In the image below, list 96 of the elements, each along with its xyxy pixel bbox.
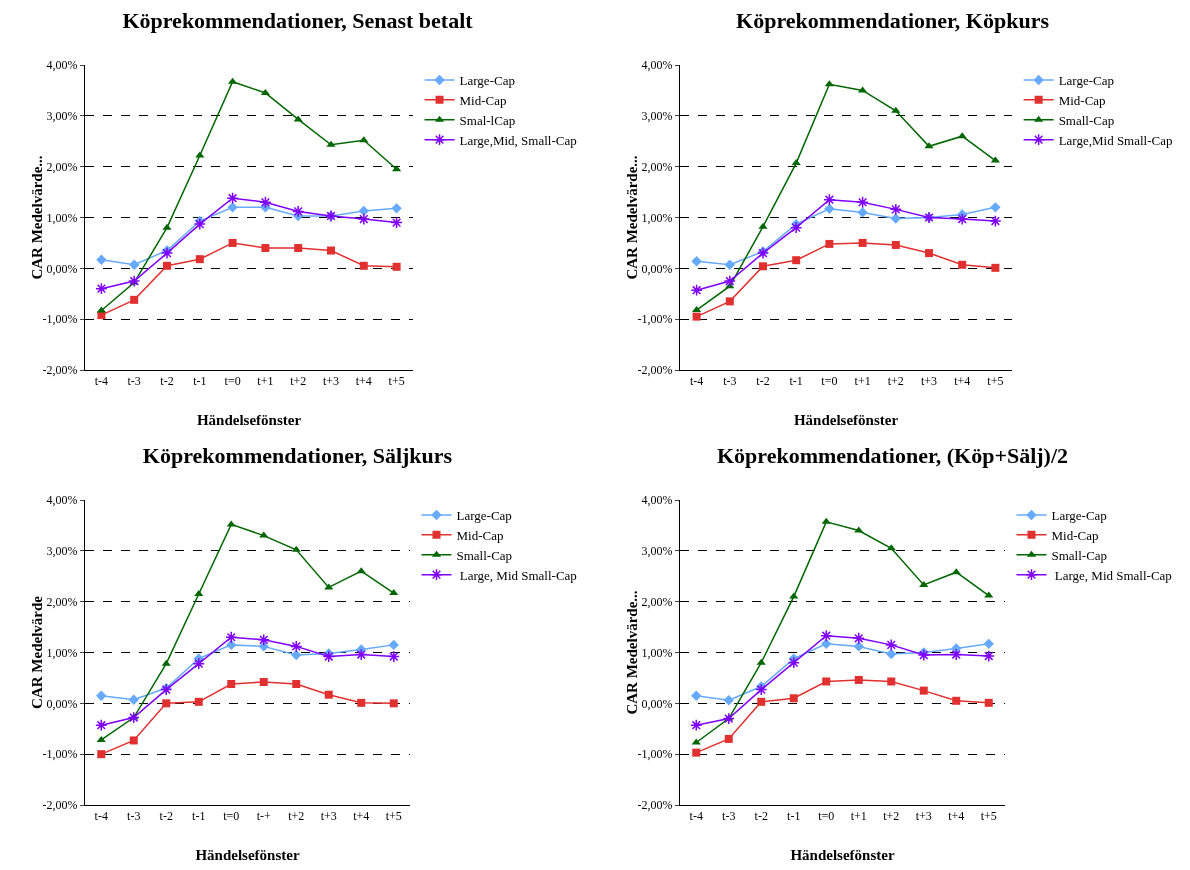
y-tick-label: 2,00%	[641, 159, 673, 174]
x-axis-title: Händelsefönster	[790, 847, 895, 863]
legend-label: Mid-Cap	[1058, 92, 1106, 108]
x-tick-label: t-2	[756, 374, 770, 389]
y-tick-label: -2,00%	[42, 363, 78, 378]
y-tick-label: 2,00%	[46, 159, 78, 174]
legend-label: Large,Mid Small-Cap	[1058, 132, 1173, 148]
x-tick-label: t-3	[722, 809, 736, 824]
chart-title: Köprekommendationer, Senast betalt	[122, 8, 474, 34]
x-tick-label: t-2	[159, 809, 173, 824]
x-tick-label: t-3	[127, 809, 141, 824]
legend-label: Mid-Cap	[1051, 527, 1099, 543]
x-tick-label: t+3	[322, 374, 340, 389]
legend-label: Small-Cap	[1051, 547, 1108, 563]
chart-title: Köprekommendationer, Säljkurs	[142, 443, 453, 469]
y-tick-label: 0,00%	[641, 261, 673, 276]
y-tick-label: 0,00%	[46, 696, 78, 711]
x-tick-label: t+3	[320, 809, 337, 824]
x-tick-label: t=0	[224, 374, 241, 389]
x-tick-label: t+4	[948, 809, 965, 824]
y-tick-label: -1,00%	[637, 312, 673, 327]
x-tick-label: t=0	[223, 809, 240, 824]
y-tick-label: 4,00%	[46, 493, 78, 508]
x-tick-label: t+5	[388, 374, 405, 389]
y-tick-label: 2,00%	[46, 594, 78, 609]
x-axis-title: Händelsefönster	[195, 847, 300, 863]
x-tick-label: t-+	[256, 809, 272, 824]
x-tick-label: t-1	[787, 809, 801, 824]
y-tick-label: 1,00%	[46, 210, 78, 225]
y-tick-label: 4,00%	[641, 493, 673, 508]
x-tick-label: t+5	[385, 809, 402, 824]
x-tick-label: t+4	[353, 809, 370, 824]
x-tick-label: t+1	[854, 374, 871, 389]
x-axis-title: Händelsefönster	[196, 412, 302, 428]
y-tick-label: 2,00%	[641, 594, 673, 609]
y-tick-label: -1,00%	[637, 747, 673, 762]
chart-title: Köprekommendationer, (Köp+Sälj)/2	[716, 443, 1069, 469]
legend-label: Large-Cap	[1058, 73, 1114, 89]
y-tick-label: 3,00%	[46, 544, 78, 559]
x-tick-label: t+4	[355, 374, 372, 389]
legend-label: Large,Mid, Small-Cap	[459, 132, 577, 148]
y-tick-label: -2,00%	[637, 363, 673, 378]
x-tick-label: t-3	[723, 374, 737, 389]
y-tick-label: -1,00%	[42, 312, 78, 327]
y-tick-label: 3,00%	[46, 109, 78, 124]
x-tick-label: t=0	[821, 374, 838, 389]
x-tick-label: t+3	[915, 809, 932, 824]
y-tick-label: 1,00%	[46, 645, 78, 660]
legend-label: Small-Cap	[456, 547, 513, 563]
y-tick-label: 4,00%	[46, 58, 78, 73]
x-tick-label: t-2	[160, 374, 174, 389]
x-tick-label: t+5	[987, 374, 1004, 389]
x-tick-label: t+2	[883, 809, 900, 824]
x-tick-label: t+4	[954, 374, 971, 389]
legend-label: Large-Cap	[456, 508, 512, 524]
x-tick-label: t+2	[290, 374, 307, 389]
x-tick-label: t-1	[193, 374, 207, 389]
x-tick-label: t-4	[94, 809, 108, 824]
x-tick-label: t+2	[887, 374, 904, 389]
x-tick-label: t-2	[754, 809, 768, 824]
y-tick-label: 3,00%	[641, 109, 673, 124]
legend-label: Large-Cap	[1051, 508, 1107, 524]
y-tick-label: 0,00%	[641, 696, 673, 711]
y-tick-label: 0,00%	[46, 261, 78, 276]
y-tick-label: -2,00%	[637, 798, 673, 813]
y-tick-label: 1,00%	[641, 645, 673, 660]
chart-title: Köprekommendationer, Köpkurs	[736, 8, 1050, 34]
y-axis-title: CAR Medelvärde...	[623, 590, 640, 715]
y-axis-title: CAR Medelvärde	[28, 595, 45, 709]
x-tick-label: t+2	[288, 809, 305, 824]
y-tick-label: -2,00%	[42, 798, 78, 813]
x-tick-label: t-3	[127, 374, 141, 389]
y-tick-label: 4,00%	[641, 58, 673, 73]
y-axis-title: CAR Medelvärde...	[28, 155, 45, 280]
x-tick-label: t+1	[850, 809, 867, 824]
x-tick-label: t-1	[192, 809, 206, 824]
x-tick-label: t-4	[689, 374, 704, 389]
y-tick-label: 1,00%	[641, 210, 673, 225]
x-tick-label: t-4	[689, 809, 703, 824]
y-axis-title: CAR Medelvärde...	[623, 155, 640, 280]
legend-label: Mid-Cap	[459, 92, 507, 108]
x-tick-label: t+3	[920, 374, 938, 389]
legend-label: Large, Mid Small-Cap	[456, 567, 577, 583]
x-tick-label: t+1	[257, 374, 274, 389]
x-tick-label: t-1	[789, 374, 803, 389]
legend-label: Large, Mid Small-Cap	[1051, 567, 1172, 583]
x-axis-title: Händelsefönster	[793, 412, 899, 428]
x-tick-label: t+5	[980, 809, 997, 824]
x-tick-label: t-4	[94, 374, 109, 389]
legend-label: Small-Cap	[1058, 112, 1115, 128]
legend-label: Large-Cap	[459, 73, 515, 89]
legend-label: Smal-lCap	[459, 112, 516, 128]
legend-label: Mid-Cap	[456, 527, 504, 543]
y-tick-label: 3,00%	[641, 544, 673, 559]
y-tick-label: -1,00%	[42, 747, 78, 762]
x-tick-label: t=0	[818, 809, 835, 824]
